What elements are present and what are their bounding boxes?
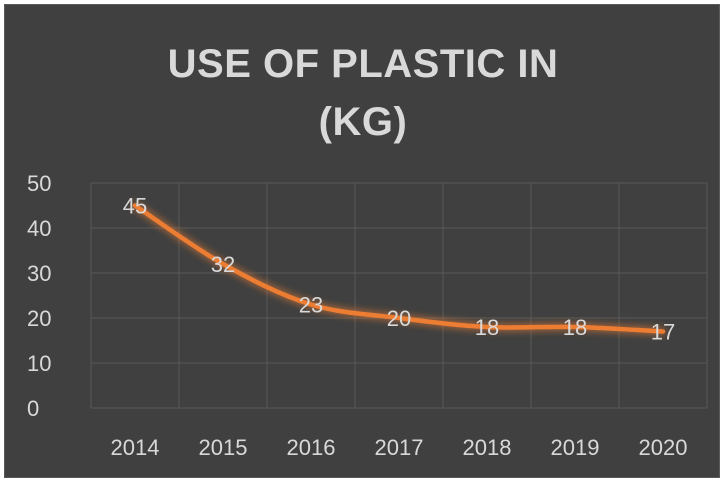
y-tick-label: 50 <box>27 171 51 196</box>
x-tick-label: 2014 <box>111 435 160 460</box>
x-tick-label: 2020 <box>639 435 688 460</box>
data-label: 20 <box>387 306 411 331</box>
data-label: 32 <box>211 252 235 277</box>
y-tick-label: 30 <box>27 261 51 286</box>
x-tick-label: 2018 <box>463 435 512 460</box>
y-tick-label: 20 <box>27 306 51 331</box>
x-tick-label: 2015 <box>199 435 248 460</box>
chart-title: USE OF PLASTIC IN (KG) <box>5 35 721 151</box>
chart-title-line-1: USE OF PLASTIC IN <box>167 42 559 86</box>
data-label: 23 <box>299 293 323 318</box>
data-label: 18 <box>475 315 499 340</box>
x-tick-label: 2019 <box>551 435 600 460</box>
chart-area: USE OF PLASTIC IN (KG) 0 10 20 30 40 50 2014 20… <box>4 4 720 478</box>
y-tick-label: 10 <box>27 351 51 376</box>
data-label: 45 <box>123 194 147 219</box>
chart-title-line-2: (KG) <box>318 100 408 144</box>
data-label: 18 <box>563 315 587 340</box>
data-label: 17 <box>651 320 675 345</box>
y-tick-label: 40 <box>27 216 51 241</box>
x-tick-label: 2016 <box>287 435 336 460</box>
x-tick-label: 2017 <box>375 435 424 460</box>
y-tick-label: 0 <box>27 396 39 421</box>
